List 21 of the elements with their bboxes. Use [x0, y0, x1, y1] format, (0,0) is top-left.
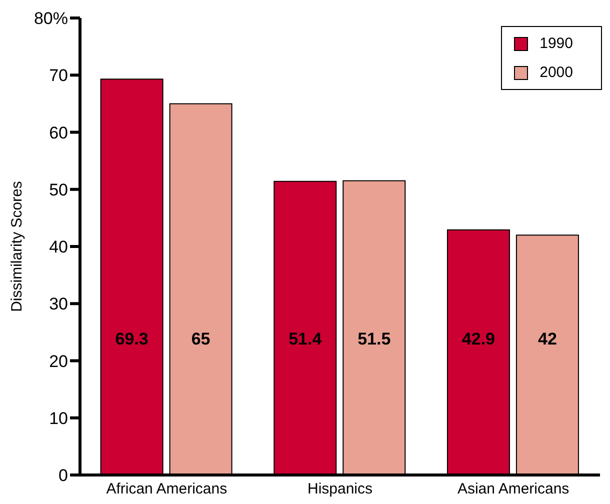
y-tick-label: 80% [34, 9, 68, 28]
y-tick-label: 10 [49, 408, 68, 428]
y-tick-label: 30 [49, 294, 68, 314]
data-label: 42.9 [462, 329, 496, 348]
legend-label: 2000 [540, 64, 573, 81]
x-tick-label: African Americans [106, 480, 228, 498]
y-tick-label: 20 [49, 352, 68, 371]
legend-label: 1990 [540, 35, 573, 52]
y-tick-label: 40 [49, 238, 68, 257]
y-tick-label: 70 [49, 66, 68, 86]
x-tick-label: Hispanics [307, 480, 373, 498]
y-tick-label: 60 [49, 123, 68, 142]
y-tick-label: 50 [49, 180, 68, 200]
y-tick-label: 0 [58, 466, 68, 486]
data-label: 65 [191, 329, 210, 348]
data-label: 51.5 [358, 329, 391, 348]
data-label: 69.3 [115, 329, 148, 348]
data-label: 42 [538, 329, 557, 348]
y-axis-title: Dissimilarity Scores [8, 181, 26, 312]
x-tick-label: Asian Americans [457, 480, 570, 498]
data-label: 51.4 [288, 329, 322, 348]
